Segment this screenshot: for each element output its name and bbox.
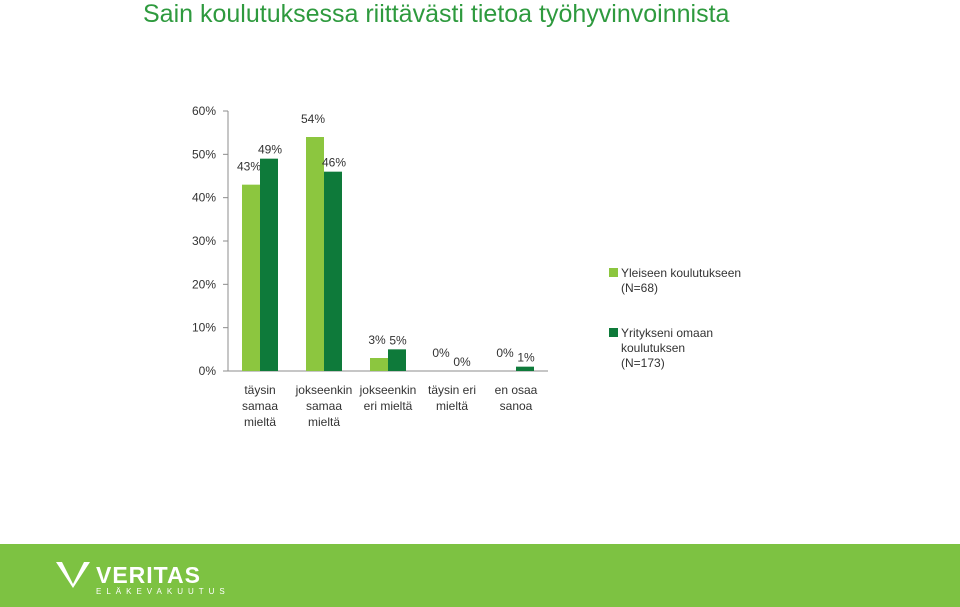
y-tick-label: 50% xyxy=(192,147,216,161)
bar-2-1 xyxy=(260,158,278,371)
bar-2-3 xyxy=(388,349,406,371)
x-tick-label: täysin eri xyxy=(428,383,476,397)
bar-chart: 0% 10% 20% 30% 40% 50% 60% 43% 49% täysin samaa mie… xyxy=(192,104,548,429)
legend-line: Yritykseni omaan xyxy=(621,326,714,340)
legend-line: (N=68) xyxy=(621,281,659,295)
legend-line: (N=173) xyxy=(621,356,665,370)
bar-1-1 xyxy=(242,184,260,371)
bar-1-2 xyxy=(306,137,324,371)
legend-line: Yleiseen koulutukseen xyxy=(621,266,742,280)
x-tick-label: jokseenkin xyxy=(295,383,353,397)
footer-band: VERITAS ELÄKEVAKUUTUS xyxy=(0,544,960,607)
y-tick-label: 30% xyxy=(192,234,216,248)
data-label: 43% xyxy=(237,160,261,174)
data-label: 46% xyxy=(322,156,346,170)
bar-1-3 xyxy=(370,358,388,371)
x-tick-label: samaa xyxy=(242,399,278,413)
data-label: 0% xyxy=(453,355,471,369)
veritas-logo: VERITAS ELÄKEVAKUUTUS xyxy=(56,562,225,596)
data-label: 0% xyxy=(496,346,514,360)
data-label: 54% xyxy=(301,112,325,126)
legend-swatch-series-2 xyxy=(609,328,618,337)
x-tick-label: sanoa xyxy=(500,399,533,413)
bar-2-2 xyxy=(324,171,342,371)
data-label: 5% xyxy=(389,333,407,347)
veritas-v-icon xyxy=(56,562,90,588)
page-title: Sain koulutuksessa riittävästi tietoa ty… xyxy=(143,0,730,28)
legend-label-series-1: Yleiseen koulutukseen (N=68) xyxy=(621,266,761,296)
data-label: 0% xyxy=(432,346,450,360)
legend-swatch-series-1 xyxy=(609,268,618,277)
x-tick-label: mieltä xyxy=(308,415,340,429)
y-tick-label: 60% xyxy=(192,104,216,118)
bar-2-5 xyxy=(516,366,534,371)
x-tick-label: en osaa xyxy=(495,383,538,397)
data-label: 3% xyxy=(368,333,386,347)
logo-brand: VERITAS xyxy=(96,562,201,588)
y-tick-label: 0% xyxy=(199,364,217,378)
legend-line: koulutuksen xyxy=(621,341,686,355)
y-tick-label: 20% xyxy=(192,277,216,291)
x-tick-label: samaa xyxy=(306,399,342,413)
x-tick-label: eri mieltä xyxy=(364,399,413,413)
y-tick-label: 10% xyxy=(192,321,216,335)
data-label: 49% xyxy=(258,143,282,157)
x-tick-label: mieltä xyxy=(244,415,276,429)
x-tick-label: täysin xyxy=(244,383,275,397)
y-tick-label: 40% xyxy=(192,191,216,205)
logo-tagline: ELÄKEVAKUUTUS xyxy=(96,587,230,596)
x-tick-label: jokseenkin xyxy=(359,383,417,397)
x-tick-label: mieltä xyxy=(436,399,468,413)
legend-label-series-2: Yritykseni omaan koulutuksen (N=173) xyxy=(621,326,761,371)
data-label: 1% xyxy=(517,351,535,365)
